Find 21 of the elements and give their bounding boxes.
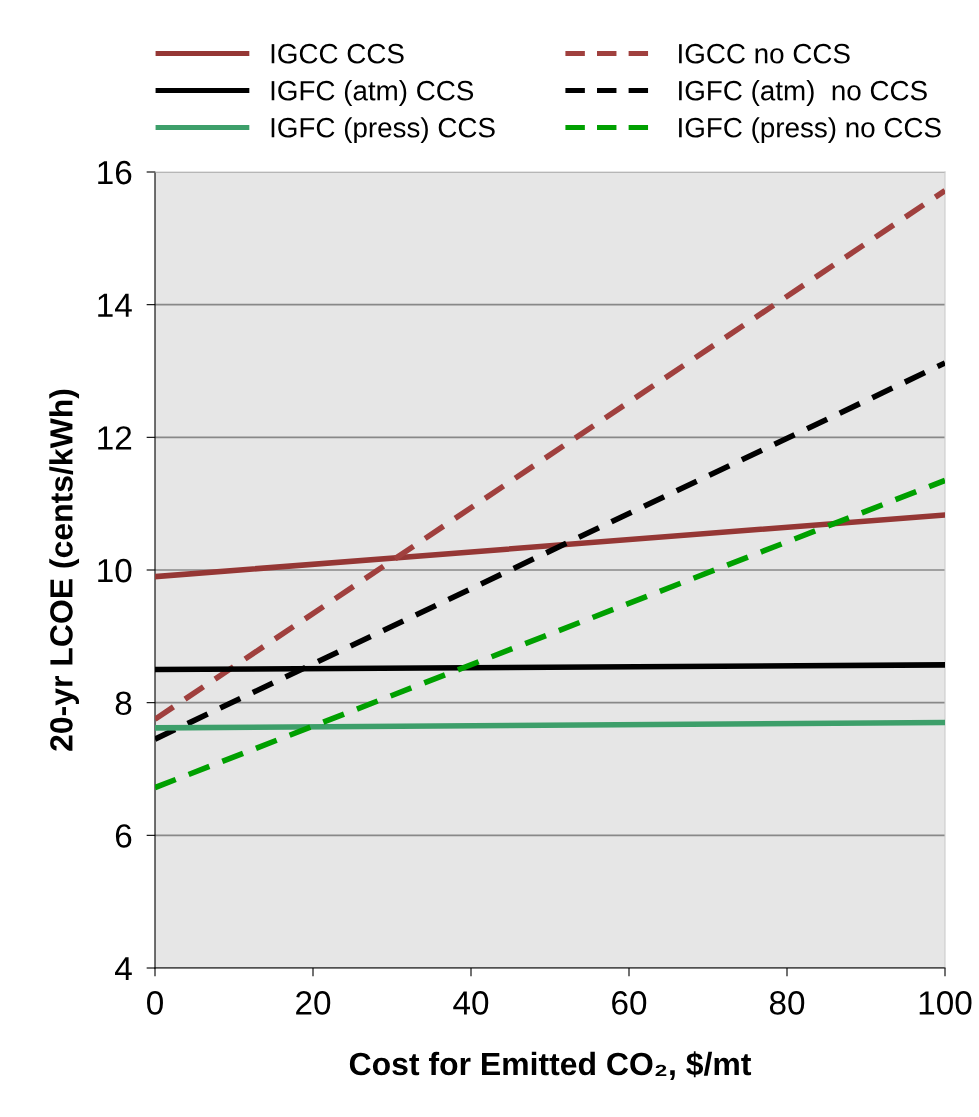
x-tick-label: 80 [769,991,805,1015]
y-tick-label: 12 [98,426,132,450]
y-tick-label: 8 [115,691,132,716]
y-tick-label: 10 [98,558,132,583]
legend-label: IGCC CCS [271,43,404,64]
y-tick-label: 14 [98,293,132,317]
x-tick-label: 20 [296,991,331,1015]
y-tick-label: 4 [115,957,132,981]
x-tick-label: 40 [453,991,489,1015]
legend-label: IGFC (atm) CCS [271,80,474,106]
y-axis-title: 20-yr LCOE (cents/kWh) [49,389,80,751]
x-tick-label: 100 [919,991,972,1015]
legend-label: IGCC no CCS [679,43,850,64]
x-tick-label: 0 [147,991,163,1015]
legend-label: IGFC (atm) no CCS [679,80,927,106]
legend-label: IGFC (press) no CCS [679,117,941,144]
y-tick-label: 16 [98,160,132,185]
legend-label: IGFC (press) CCS [271,117,495,144]
y-tick-label: 6 [115,824,132,848]
x-tick-label: 60 [612,991,647,1015]
x-axis-title: Cost for Emitted CO₂, $/mt [349,1051,752,1080]
